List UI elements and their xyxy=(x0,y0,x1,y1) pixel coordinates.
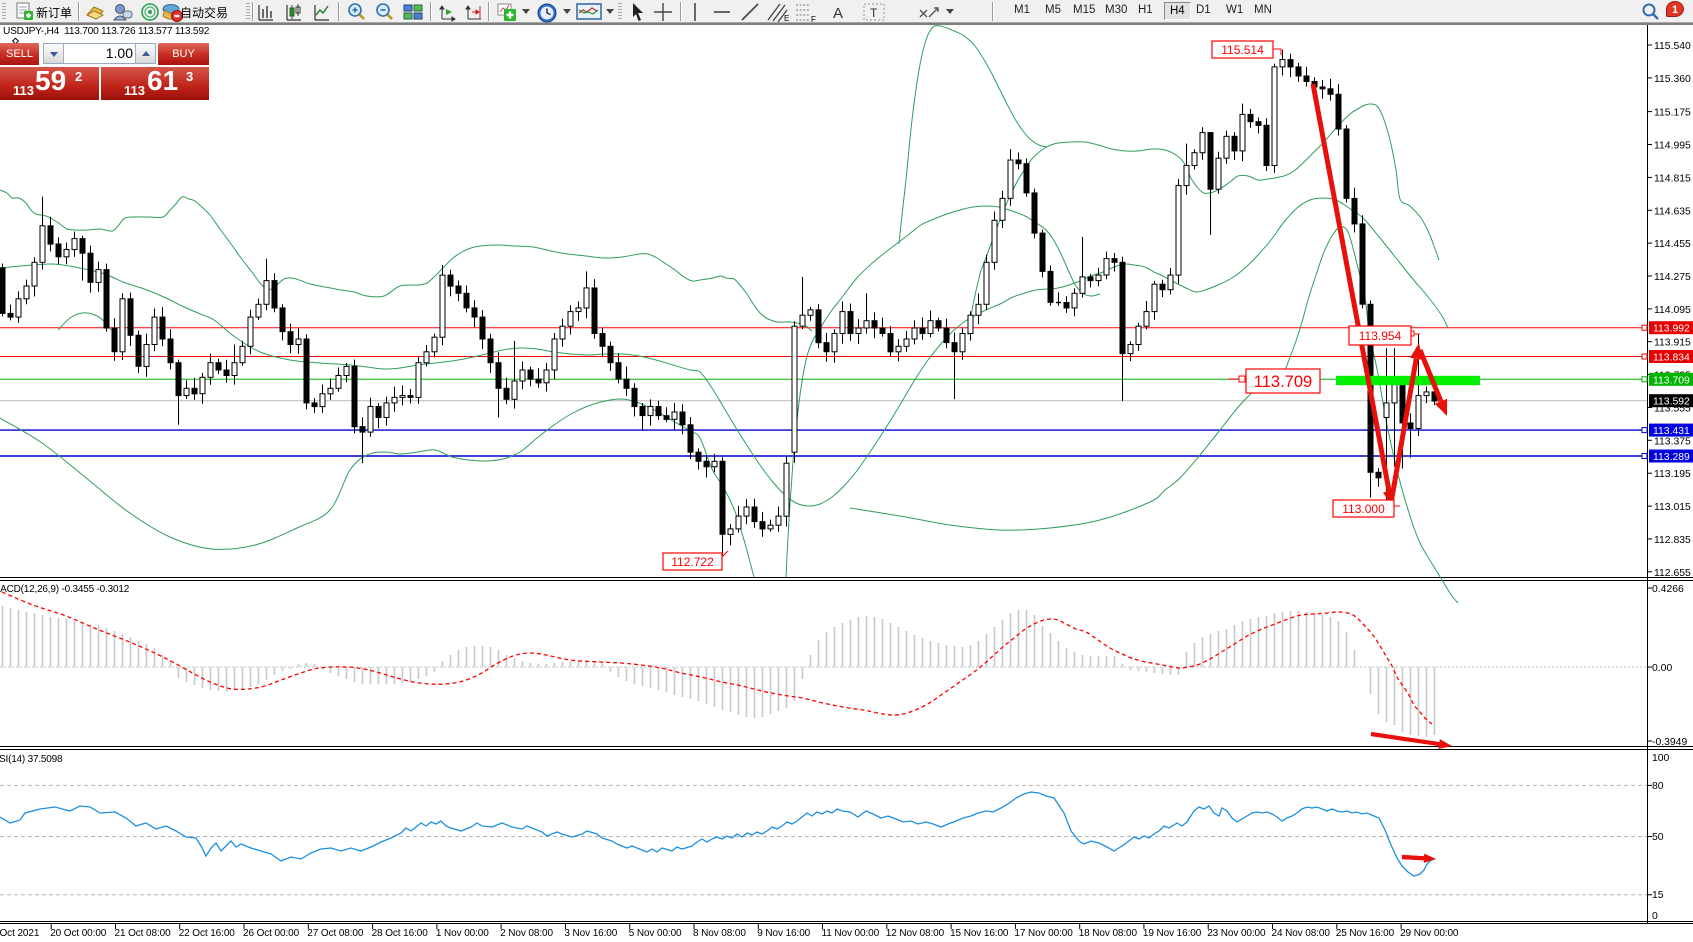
svg-text:113.015: 113.015 xyxy=(1654,502,1691,513)
svg-text:2 Nov 08:00: 2 Nov 08:00 xyxy=(500,928,553,939)
svg-text:19 Oct 2021: 19 Oct 2021 xyxy=(0,928,40,939)
svg-text:17 Nov 00:00: 17 Nov 00:00 xyxy=(1014,928,1073,939)
svg-text:24 Nov 08:00: 24 Nov 08:00 xyxy=(1272,928,1331,939)
svg-text:114.455: 114.455 xyxy=(1654,239,1691,250)
svg-text:8 Nov 08:00: 8 Nov 08:00 xyxy=(693,928,746,939)
svg-text:11 Nov 00:00: 11 Nov 00:00 xyxy=(822,928,880,939)
svg-text:50: 50 xyxy=(1652,832,1664,843)
svg-text:25 Nov 16:00: 25 Nov 16:00 xyxy=(1336,928,1395,939)
svg-text:T: T xyxy=(870,6,878,20)
svg-text:113.555: 113.555 xyxy=(1654,404,1691,415)
svg-text:112.835: 112.835 xyxy=(1654,535,1691,546)
svg-text:22 Oct 16:00: 22 Oct 16:00 xyxy=(179,928,236,939)
svg-text:5 Nov 00:00: 5 Nov 00:00 xyxy=(629,928,682,939)
svg-text:115.175: 115.175 xyxy=(1654,108,1691,119)
svg-text:115.540: 115.540 xyxy=(1654,41,1691,52)
svg-text:9 Nov 16:00: 9 Nov 16:00 xyxy=(757,928,810,939)
svg-text:114.095: 114.095 xyxy=(1654,305,1691,316)
svg-text:115.514: 115.514 xyxy=(1221,43,1264,57)
svg-text:113.915: 113.915 xyxy=(1654,338,1691,349)
svg-text:113.709: 113.709 xyxy=(1653,375,1690,386)
svg-text:-0.3949: -0.3949 xyxy=(1652,737,1687,748)
svg-text:113.000: 113.000 xyxy=(1342,502,1385,516)
svg-text:113.375: 113.375 xyxy=(1654,436,1691,447)
svg-text:114.995: 114.995 xyxy=(1654,141,1691,152)
svg-text:1 Nov 00:00: 1 Nov 00:00 xyxy=(436,928,489,939)
svg-text:0: 0 xyxy=(1652,911,1658,922)
svg-text:0.4266: 0.4266 xyxy=(1652,584,1684,595)
svg-text:114.815: 114.815 xyxy=(1654,173,1691,184)
svg-text:114.635: 114.635 xyxy=(1654,206,1691,217)
svg-text:12 Nov 08:00: 12 Nov 08:00 xyxy=(886,928,945,939)
svg-text:113.592: 113.592 xyxy=(1653,397,1690,408)
svg-text:18 Nov 08:00: 18 Nov 08:00 xyxy=(1079,928,1138,939)
svg-text:113.289: 113.289 xyxy=(1653,452,1690,463)
svg-text:100: 100 xyxy=(1652,753,1670,764)
svg-text:3 Nov 16:00: 3 Nov 16:00 xyxy=(564,928,617,939)
svg-text:113.431: 113.431 xyxy=(1653,426,1690,437)
svg-text:21 Oct 08:00: 21 Oct 08:00 xyxy=(115,928,172,939)
svg-text:80: 80 xyxy=(1652,781,1664,792)
svg-text:27 Oct 08:00: 27 Oct 08:00 xyxy=(307,928,364,939)
svg-text:E: E xyxy=(784,14,789,23)
svg-text:113.992: 113.992 xyxy=(1653,324,1690,335)
svg-text:15: 15 xyxy=(1652,890,1664,901)
svg-text:113.709: 113.709 xyxy=(1254,373,1312,391)
svg-text:113.954: 113.954 xyxy=(1359,329,1402,343)
svg-text:28 Oct 16:00: 28 Oct 16:00 xyxy=(372,928,429,939)
svg-text:A: A xyxy=(833,5,843,22)
svg-text:MACD(12,26,9) -0.3455 -0.3012: MACD(12,26,9) -0.3455 -0.3012 xyxy=(0,584,130,595)
svg-text:RSI(14) 37.5098: RSI(14) 37.5098 xyxy=(0,754,63,765)
svg-text:26 Oct 00:00: 26 Oct 00:00 xyxy=(243,928,300,939)
svg-text:114.275: 114.275 xyxy=(1654,272,1691,283)
svg-text:113.834: 113.834 xyxy=(1653,353,1690,364)
svg-text:113.195: 113.195 xyxy=(1654,469,1691,480)
svg-text:15 Nov 16:00: 15 Nov 16:00 xyxy=(950,928,1009,939)
svg-text:0.00: 0.00 xyxy=(1652,663,1672,674)
svg-text:23 Nov 00:00: 23 Nov 00:00 xyxy=(1207,928,1266,939)
svg-text:115.360: 115.360 xyxy=(1654,74,1691,85)
svg-text:USDJPY-,H4 113.700 113.726 11: USDJPY-,H4 113.700 113.726 113.577 113.5… xyxy=(3,26,210,37)
svg-text:19 Nov 16:00: 19 Nov 16:00 xyxy=(1143,928,1202,939)
svg-text:20 Oct 00:00: 20 Oct 00:00 xyxy=(50,928,107,939)
svg-text:F: F xyxy=(811,15,816,23)
svg-text:112.655: 112.655 xyxy=(1654,568,1691,579)
svg-text:29 Nov 00:00: 29 Nov 00:00 xyxy=(1400,928,1459,939)
svg-text:112.722: 112.722 xyxy=(671,555,714,569)
